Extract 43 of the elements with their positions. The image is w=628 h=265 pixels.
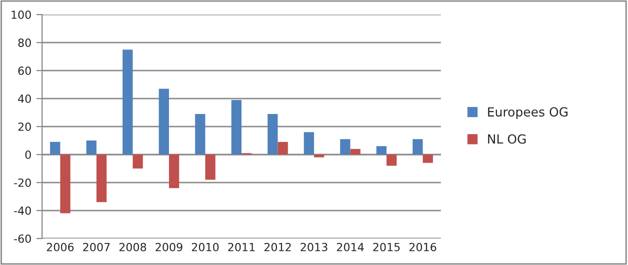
legend-label: NL OG bbox=[488, 134, 526, 144]
bar bbox=[122, 50, 133, 155]
y-tick-label: 80 bbox=[18, 38, 31, 47]
bar bbox=[314, 154, 324, 158]
bar bbox=[96, 154, 107, 202]
bar bbox=[386, 154, 397, 166]
x-tick-label: 2011 bbox=[228, 242, 255, 252]
x-tick-label: 2014 bbox=[336, 242, 364, 252]
bar bbox=[195, 114, 206, 155]
x-tick-label: 2016 bbox=[409, 242, 436, 252]
y-tick-label: 60 bbox=[18, 66, 31, 75]
bar bbox=[50, 142, 60, 155]
y-tick-label: 40 bbox=[18, 94, 31, 103]
y-tick-label: 0 bbox=[25, 150, 31, 159]
y-tick-label: 20 bbox=[18, 122, 31, 131]
x-tick-label: 2006 bbox=[46, 242, 74, 252]
bar bbox=[132, 154, 143, 169]
x-tick-label: 2013 bbox=[300, 242, 328, 252]
bar bbox=[168, 154, 180, 188]
y-tick-label: -40 bbox=[14, 206, 31, 215]
y-tick-label: 100 bbox=[12, 10, 31, 19]
legend-label: Europees OG bbox=[488, 107, 568, 120]
bar bbox=[350, 148, 360, 155]
y-tick-label: -60 bbox=[14, 234, 31, 243]
bar bbox=[60, 154, 70, 214]
bar bbox=[205, 154, 216, 180]
bar bbox=[231, 100, 242, 155]
bar bbox=[376, 146, 387, 155]
x-tick-label: 2010 bbox=[192, 242, 219, 252]
bar bbox=[340, 139, 350, 155]
bar bbox=[158, 88, 169, 155]
bar bbox=[412, 139, 423, 155]
bar bbox=[422, 154, 433, 163]
x-tick-label: 2009 bbox=[156, 242, 182, 252]
x-tick-label: 2015 bbox=[373, 242, 400, 252]
bar bbox=[268, 114, 278, 155]
bar bbox=[86, 140, 96, 155]
x-tick-label: 2012 bbox=[264, 242, 291, 252]
y-tick-label: -20 bbox=[14, 178, 31, 187]
x-tick-label: 2007 bbox=[83, 242, 110, 252]
bar bbox=[278, 142, 288, 155]
x-tick-label: 2008 bbox=[119, 242, 146, 252]
bar bbox=[304, 132, 314, 155]
